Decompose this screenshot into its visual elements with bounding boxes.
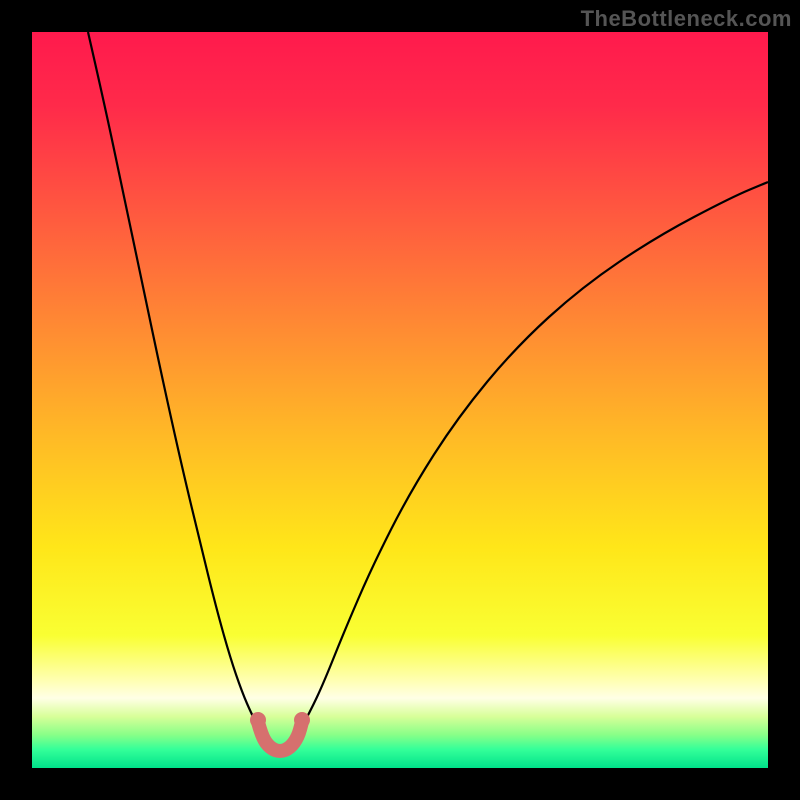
curves-overlay	[32, 32, 768, 768]
valley-marker-dot-1	[294, 712, 310, 728]
valley-marker	[258, 722, 302, 751]
valley-marker-dot-0	[250, 712, 266, 728]
watermark-text: TheBottleneck.com	[581, 6, 792, 32]
chart-frame	[32, 32, 768, 768]
curve-left	[88, 32, 260, 730]
curve-right	[300, 182, 768, 730]
